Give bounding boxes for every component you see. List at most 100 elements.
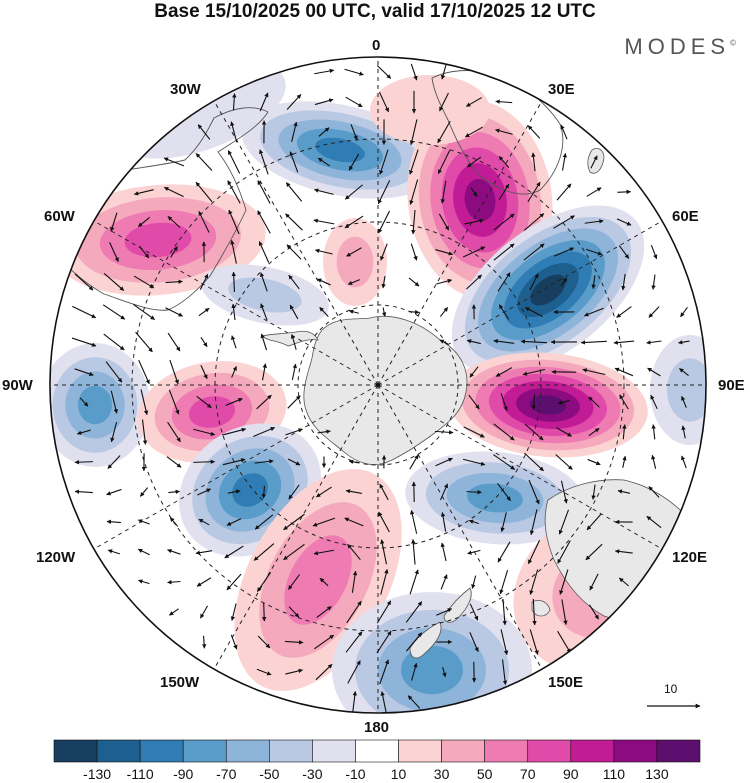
wind-vector — [287, 395, 301, 409]
wind-vector — [377, 180, 391, 205]
wind-vector — [225, 398, 243, 406]
wind-vector — [561, 599, 568, 626]
wind-vector — [679, 368, 689, 376]
meridian-line — [213, 384, 379, 670]
wind-vector — [139, 487, 149, 497]
wind-vector — [614, 367, 634, 377]
wind-vector — [258, 241, 270, 263]
wind-vector — [103, 333, 125, 351]
wind-vector — [260, 333, 268, 351]
wind-vector — [109, 242, 119, 263]
wind-vector — [437, 150, 451, 175]
lon-label-60w: 60W — [44, 208, 75, 225]
latitude-circle — [131, 138, 625, 632]
wind-vector — [466, 274, 482, 290]
wind-vector — [231, 303, 236, 321]
wind-vector — [347, 543, 361, 561]
wind-vector — [167, 421, 181, 443]
wind-vector — [561, 152, 567, 171]
wind-vector — [532, 598, 537, 626]
wind-vector — [222, 458, 246, 466]
wind-vector — [584, 307, 604, 317]
wind-vector — [440, 512, 447, 532]
wind-vector — [72, 305, 97, 319]
wind-vector — [288, 274, 300, 290]
colorbar-swatch — [656, 739, 701, 763]
wind-vector — [557, 399, 570, 405]
wind-vector — [495, 128, 513, 135]
wind-vector — [462, 458, 486, 466]
wind-vector — [525, 307, 543, 317]
wind-vector — [256, 572, 272, 592]
wind-vector — [199, 273, 209, 290]
wind-vector — [405, 632, 423, 652]
colorbar-swatch — [96, 739, 141, 763]
wind-vector — [462, 246, 486, 258]
wind-vector — [531, 394, 536, 410]
colorbar-tick-label: -90 — [173, 766, 194, 782]
wind-vector — [613, 340, 635, 345]
wind-vector — [345, 489, 362, 494]
wind-vector — [314, 248, 333, 255]
wind-vector — [256, 668, 272, 676]
wind-vector — [199, 605, 209, 619]
meridian-line — [377, 384, 663, 550]
wind-vector — [408, 309, 420, 315]
wind-vector — [617, 489, 631, 494]
wind-vector — [79, 397, 89, 407]
wind-vector — [133, 304, 155, 320]
wind-vector — [471, 575, 477, 589]
colorbar-tick-label: -30 — [302, 766, 323, 782]
wind-vector — [586, 187, 602, 197]
wind-vector — [650, 245, 658, 260]
wind-vector — [618, 577, 630, 587]
wind-vector — [167, 216, 181, 228]
wind-vector — [555, 454, 573, 470]
anomaly-contour — [188, 396, 236, 428]
south-america — [54, 107, 269, 311]
wind-vector — [405, 601, 423, 623]
wind-vector — [163, 186, 184, 198]
tasmania — [531, 600, 551, 617]
wind-vector — [231, 271, 236, 292]
wind-vector — [137, 519, 150, 525]
wind-vector — [285, 428, 303, 436]
colorbar-tick-label: -130 — [83, 766, 112, 782]
wind-vector — [200, 337, 208, 348]
wind-vector — [379, 659, 390, 685]
wind-vector — [347, 660, 361, 684]
wind-vector — [317, 157, 331, 167]
wind-vector — [469, 603, 479, 621]
wind-vector — [347, 279, 360, 285]
wind-vector — [616, 218, 632, 226]
wind-vector — [163, 157, 185, 167]
wind-vector — [493, 243, 515, 261]
anomaly-contour — [315, 137, 365, 163]
wind-vector — [434, 430, 454, 435]
meridian-line — [377, 384, 543, 670]
lon-label-30w: 30W — [170, 81, 201, 98]
wind-vector — [232, 93, 237, 111]
wind-vector — [527, 125, 541, 139]
wind-vector — [648, 306, 660, 318]
wind-vector — [285, 213, 303, 231]
wind-vector — [352, 691, 357, 713]
wind-vector — [678, 340, 690, 345]
wind-vector — [167, 580, 181, 585]
wind-vector — [285, 182, 303, 202]
wind-vector — [497, 541, 511, 563]
wind-vector — [589, 604, 599, 620]
anomaly-blob — [323, 218, 387, 306]
wind-vector — [167, 332, 181, 352]
wind-vector — [319, 577, 329, 587]
wind-vector — [557, 630, 571, 654]
wind-vector — [588, 427, 600, 437]
wind-vector — [257, 210, 271, 234]
wind-vector — [193, 428, 216, 436]
wind-vector — [436, 608, 453, 616]
anomaly-blob — [201, 264, 329, 326]
wind-vector — [316, 486, 332, 498]
lon-label-150e: 150E — [548, 674, 584, 691]
wind-vector — [616, 306, 632, 318]
wind-vector — [74, 368, 94, 376]
